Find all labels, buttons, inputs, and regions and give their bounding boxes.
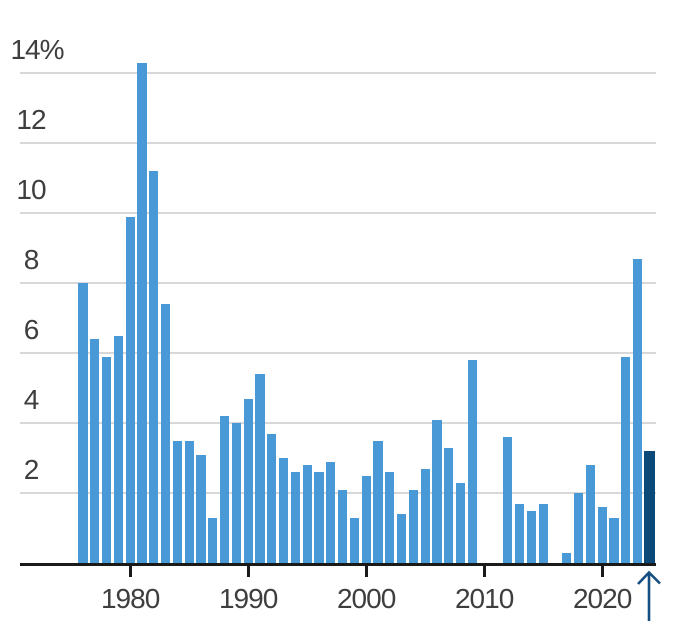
y-axis-tick-label: 2	[23, 454, 40, 485]
bar-1990	[243, 398, 253, 563]
bar-2014	[526, 510, 536, 563]
y-axis-tick-label: 12	[16, 104, 46, 135]
y-axis-tick-label: 14%	[10, 34, 64, 65]
up-arrow-icon	[637, 570, 662, 621]
bar-2018	[573, 493, 584, 563]
gridline-10	[20, 212, 656, 214]
bar-1984	[172, 440, 182, 563]
x-axis-tick-label: 1990	[218, 583, 278, 614]
bar-1999	[349, 517, 359, 563]
bar-2007	[444, 447, 454, 563]
gridline-4	[20, 422, 656, 424]
bar-1982	[149, 171, 159, 563]
y-axis-tick-label: 8	[23, 244, 40, 275]
bar-2017	[562, 552, 572, 563]
bar-1980	[125, 216, 135, 563]
bar-1981	[137, 62, 147, 563]
bar-2009	[467, 360, 477, 563]
x-axis-tick-label: 2000	[336, 583, 396, 614]
bar-2012	[503, 437, 513, 563]
x-axis-tick-2000	[364, 565, 368, 577]
bar-1996	[314, 472, 324, 563]
bar-1986	[196, 454, 206, 563]
bar-2023	[632, 258, 643, 563]
bar-1987	[208, 517, 218, 563]
gridline-6	[20, 352, 656, 354]
bar-1978	[101, 356, 112, 563]
bar-2024	[643, 451, 655, 563]
y-axis-tick-label: 6	[23, 314, 40, 345]
x-axis-tick-2020	[600, 565, 604, 577]
y-axis-tick-label: 4	[23, 384, 40, 415]
x-axis-tick-1980	[128, 565, 132, 577]
bar-2000	[361, 475, 371, 563]
bar-2021	[609, 517, 619, 563]
bar-1985	[184, 440, 194, 563]
bar-2004	[408, 489, 418, 563]
x-axis-tick-label: 2010	[454, 583, 514, 614]
bar-2020	[597, 507, 607, 563]
gridline-12	[20, 142, 656, 144]
y-axis-tick-label: 10	[16, 174, 46, 205]
bar-1991	[255, 374, 265, 563]
gridline-14	[20, 72, 656, 74]
bar-1977	[90, 339, 100, 563]
bar-1983	[160, 304, 171, 563]
bar-1995	[302, 465, 312, 563]
bar-2002	[385, 472, 395, 563]
bar-1997	[326, 461, 336, 563]
bar-1976	[78, 283, 88, 563]
bar-2022	[621, 356, 631, 563]
bar-2019	[585, 465, 595, 563]
bar-1994	[290, 472, 300, 563]
bar-1992	[267, 433, 277, 563]
bar-1998	[337, 489, 348, 563]
bar-2003	[396, 514, 407, 563]
x-axis-line	[20, 562, 656, 566]
bar-2001	[373, 440, 383, 563]
bar-1993	[278, 458, 289, 563]
bar-2008	[455, 482, 466, 563]
x-axis-tick-label: 2020	[572, 583, 632, 614]
bar-1989	[231, 423, 241, 563]
bar-2006	[432, 419, 442, 563]
x-axis-tick-label: 1980	[100, 583, 160, 614]
gridline-8	[20, 282, 656, 284]
bar-2005	[420, 468, 430, 563]
x-axis-tick-2010	[482, 565, 486, 577]
bar-1979	[113, 335, 123, 563]
bar-1988	[219, 416, 230, 563]
bar-2015	[538, 503, 548, 563]
bar-2013	[514, 503, 525, 563]
x-axis-tick-1990	[246, 565, 250, 577]
